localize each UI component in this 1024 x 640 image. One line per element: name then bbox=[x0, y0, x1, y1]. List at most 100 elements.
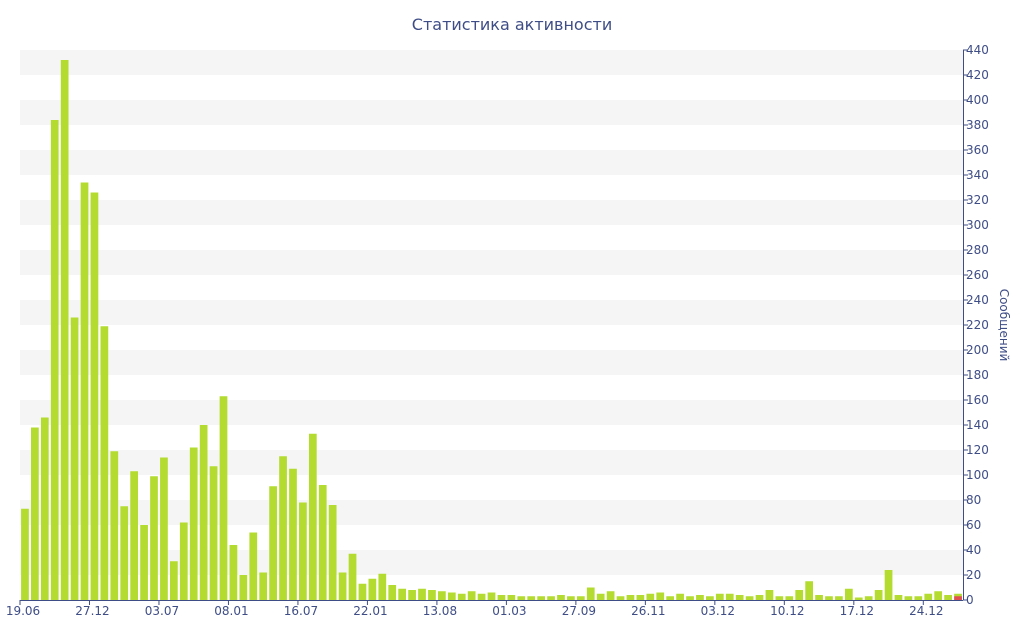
y-tick-label: 80 bbox=[966, 493, 981, 507]
y-tick-label: 440 bbox=[966, 43, 989, 57]
bar bbox=[408, 590, 416, 600]
bar bbox=[318, 485, 327, 600]
bar bbox=[368, 578, 377, 600]
y-tick-label: 240 bbox=[966, 293, 989, 307]
y-tick-label: 0 bbox=[966, 593, 974, 607]
grid-band bbox=[20, 350, 963, 375]
x-tick-label: 16.07 bbox=[284, 604, 318, 618]
bar bbox=[745, 596, 754, 600]
y-tick-label: 20 bbox=[966, 568, 981, 582]
bar bbox=[864, 596, 873, 600]
bar bbox=[576, 596, 585, 600]
grid-band bbox=[20, 250, 963, 275]
bar bbox=[894, 595, 903, 600]
x-tick-label: 13.08 bbox=[423, 604, 457, 618]
y-tick-label: 340 bbox=[966, 168, 989, 182]
x-tick-label: 10.12 bbox=[770, 604, 804, 618]
bar bbox=[130, 471, 139, 600]
bar bbox=[60, 60, 69, 600]
bar bbox=[626, 595, 635, 600]
grid-band bbox=[20, 150, 963, 175]
bar bbox=[854, 597, 863, 600]
bar bbox=[844, 588, 853, 600]
bar bbox=[934, 591, 943, 600]
bar bbox=[110, 451, 119, 600]
bar bbox=[299, 502, 307, 600]
bar bbox=[725, 593, 734, 600]
x-tick-label: 27.09 bbox=[562, 604, 596, 618]
bar bbox=[150, 476, 158, 600]
y-tick-label: 260 bbox=[966, 268, 989, 282]
chart-title: Статистика активности bbox=[411, 15, 613, 34]
bar bbox=[765, 590, 774, 600]
grid-band bbox=[20, 200, 963, 225]
bar bbox=[328, 505, 337, 600]
grid-band bbox=[20, 500, 963, 525]
bar bbox=[527, 596, 536, 600]
x-tick-label: 24.12 bbox=[909, 604, 943, 618]
bar bbox=[567, 596, 575, 600]
y-tick-label: 60 bbox=[966, 518, 981, 532]
bar bbox=[21, 508, 29, 600]
x-tick-label: 27.12 bbox=[75, 604, 109, 618]
x-tick-label: 03.12 bbox=[701, 604, 735, 618]
bar bbox=[606, 591, 615, 600]
bar bbox=[100, 326, 109, 600]
grid-band bbox=[20, 100, 963, 125]
y-tick-label: 100 bbox=[966, 468, 989, 482]
bar bbox=[676, 593, 684, 600]
bar-highlight bbox=[954, 596, 962, 600]
grid-bands bbox=[20, 50, 963, 575]
bar bbox=[40, 417, 49, 600]
bar bbox=[31, 427, 39, 600]
bars bbox=[21, 60, 962, 600]
bar bbox=[487, 592, 496, 600]
bar bbox=[616, 596, 625, 600]
bar bbox=[80, 182, 89, 600]
bar bbox=[517, 596, 526, 600]
bar bbox=[189, 447, 198, 600]
bar bbox=[755, 595, 764, 600]
bar bbox=[358, 583, 367, 600]
bar bbox=[815, 595, 823, 600]
bar bbox=[269, 486, 277, 600]
bar bbox=[775, 596, 784, 600]
y-tick-label: 280 bbox=[966, 243, 989, 257]
bar bbox=[418, 588, 426, 600]
bar bbox=[199, 425, 208, 600]
bar bbox=[944, 595, 952, 600]
bar bbox=[785, 596, 794, 600]
y-tick-label: 200 bbox=[966, 343, 989, 357]
bar bbox=[735, 595, 744, 600]
y-tick-label: 220 bbox=[966, 318, 989, 332]
bar bbox=[179, 522, 188, 600]
bar bbox=[646, 593, 655, 600]
bar bbox=[874, 590, 883, 600]
bar bbox=[428, 590, 436, 600]
y-tick-label: 40 bbox=[966, 543, 981, 557]
bar bbox=[259, 572, 268, 600]
bar bbox=[914, 596, 923, 600]
y-tick-label: 420 bbox=[966, 68, 989, 82]
bar bbox=[378, 573, 387, 600]
bar bbox=[239, 575, 248, 600]
bar bbox=[795, 590, 804, 600]
y-tick-label: 300 bbox=[966, 218, 989, 232]
y-axis: 0 20 40 60 80 100 120 140 160 180 200 220 240 260 280 3… bbox=[963, 43, 989, 607]
bar bbox=[636, 595, 645, 600]
y-tick-label: 140 bbox=[966, 418, 989, 432]
x-tick-label: 22.01 bbox=[353, 604, 387, 618]
bar bbox=[50, 120, 59, 600]
y-tick-label: 380 bbox=[966, 118, 989, 132]
bar bbox=[249, 532, 258, 600]
bar bbox=[924, 593, 933, 600]
bar bbox=[457, 593, 466, 600]
y-tick-label: 320 bbox=[966, 193, 989, 207]
bar bbox=[308, 433, 317, 600]
y-tick-label: 120 bbox=[966, 443, 989, 457]
bar bbox=[706, 596, 714, 600]
bar bbox=[289, 468, 297, 600]
bar bbox=[507, 595, 516, 600]
bar bbox=[904, 596, 913, 600]
